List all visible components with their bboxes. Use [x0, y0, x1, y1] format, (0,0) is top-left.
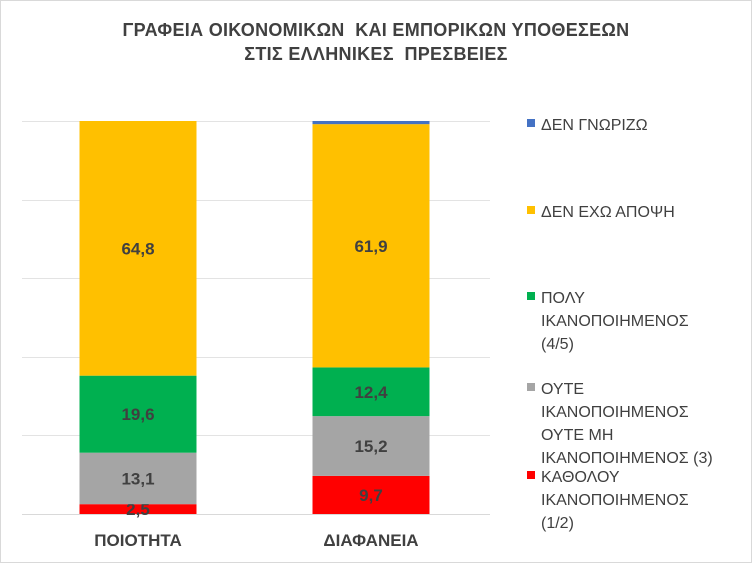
data-label: 13,1	[121, 469, 154, 488]
bar-segment	[79, 504, 197, 514]
chart-title-line-1: ΓΡΑΦΕΙΑ ΟΙΚΟΝΟΜΙΚΩΝ ΚΑΙ ΕΜΠΟΡΙΚΩΝ ΥΠΟΘΕΣ…	[122, 20, 630, 40]
bar-segment	[312, 416, 430, 476]
bar-segment	[79, 452, 197, 505]
legend-label: ΠΟΛΥ ΙΚΑΝΟΠΟΙΗΜΕΝΟΣ (4/5)	[541, 290, 689, 353]
data-label: 61,9	[354, 237, 387, 256]
legend-swatch	[527, 471, 535, 479]
bar-segment	[312, 475, 430, 514]
legend-label: ΔΕΝ ΓΝΩΡΙΖΩ	[541, 117, 648, 134]
category-label: ΠΟΙΟΤΗΤΑ	[94, 531, 182, 550]
data-label: 2,5	[126, 500, 150, 519]
legend-swatch	[527, 119, 535, 127]
data-label: 64,8	[121, 239, 154, 258]
bar-segment	[79, 375, 197, 453]
chart-title-line-2: ΣΤΙΣ ΕΛΛΗΝΙΚΕΣ ΠΡΕΣΒΕΙΕΣ	[244, 44, 508, 64]
bar-segment	[312, 124, 430, 368]
data-label: 12,4	[354, 383, 388, 402]
data-label: 15,2	[354, 437, 387, 456]
chart-title: ΓΡΑΦΕΙΑ ΟΙΚΟΝΟΜΙΚΩΝ ΚΑΙ ΕΜΠΟΡΙΚΩΝ ΥΠΟΘΕΣ…	[0, 18, 752, 66]
category-label: ΔΙΑΦΑΝΕΙΑ	[323, 531, 418, 550]
legend-swatch	[527, 292, 535, 300]
data-label: 19,6	[121, 405, 154, 424]
legend-label: ΚΑΘΟΛΟΥ ΙΚΑΝΟΠΟΙΗΜΕΝΟΣ (1/2)	[541, 469, 689, 532]
data-label: 9,7	[359, 486, 383, 505]
legend-swatch	[527, 206, 535, 214]
bar-segment	[79, 121, 197, 376]
legend-label: ΟΥΤΕ ΙΚΑΝΟΠΟΙΗΜΕΝΟΣ ΟΥΤΕ ΜΗ ΙΚΑΝΟΠΟΙΗΜΕΝ…	[541, 381, 713, 467]
bar-segment	[312, 121, 430, 125]
legend-label: ΔΕΝ ΕΧΩ ΑΠΟΨΗ	[541, 204, 675, 221]
legend-swatch	[527, 383, 535, 391]
bar-segment	[312, 367, 430, 417]
